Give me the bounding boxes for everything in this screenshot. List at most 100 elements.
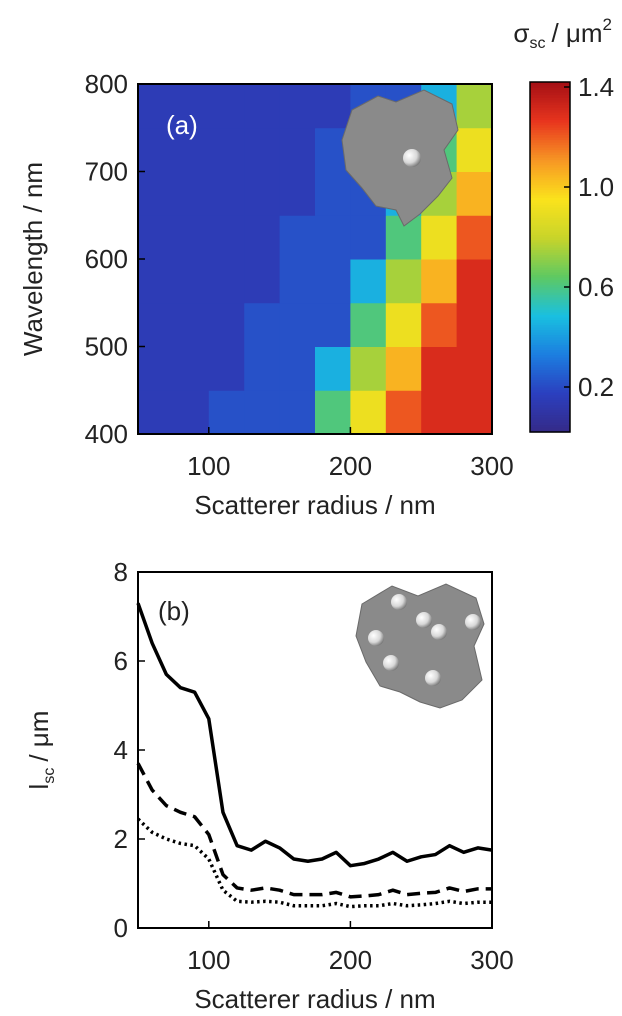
heat-cell [350, 215, 387, 260]
colorbar-strip [530, 104, 570, 108]
colorbar-strip [530, 152, 570, 156]
y-axis-label: Wavelength / nm [18, 162, 48, 356]
heat-cell [208, 259, 245, 304]
colorbar-strip [530, 319, 570, 323]
heat-cell [315, 302, 351, 347]
heat-cell [279, 390, 316, 435]
heat-cell [456, 302, 493, 347]
heat-cell [138, 84, 174, 129]
colorbar-strip [530, 129, 570, 133]
colorbar-strip [530, 187, 570, 191]
colorbar-tick-label: 0.2 [578, 372, 614, 402]
colorbar-strip [530, 162, 570, 166]
heat-cell [456, 390, 493, 435]
colorbar-strip [530, 279, 570, 283]
colorbar-label: σsc / μm2 [513, 15, 612, 52]
colorbar-strip [530, 359, 570, 363]
colorbar-strip [530, 347, 570, 351]
colorbar-strip [530, 204, 570, 208]
heat-cell [244, 171, 281, 216]
heat-cell [244, 215, 281, 260]
heat-cell [279, 127, 316, 172]
x-tick-label: 200 [329, 451, 372, 481]
colorbar-strip [530, 354, 570, 358]
heat-cell [138, 302, 174, 347]
heat-cell [173, 84, 210, 129]
colorbar-strip [530, 309, 570, 313]
colorbar-strip [530, 284, 570, 288]
y-tick-label: 500 [85, 332, 128, 362]
colorbar-strip [530, 99, 570, 103]
colorbar-strip [530, 299, 570, 303]
cb-superscript: 2 [603, 15, 612, 34]
inset-blob [355, 583, 485, 709]
inset-sphere [368, 630, 384, 646]
colorbar-strip [530, 422, 570, 426]
colorbar-strip [530, 159, 570, 163]
heat-cell [456, 215, 493, 260]
heat-cell [138, 171, 174, 216]
colorbar-strip [530, 414, 570, 418]
colorbar-strip [530, 307, 570, 311]
colorbar-strip [530, 287, 570, 291]
colorbar-strip [530, 384, 570, 388]
heat-cell [315, 84, 351, 129]
heat-cell [385, 259, 422, 304]
heat-cell [315, 215, 351, 260]
colorbar-strip [530, 82, 570, 86]
heat-cell [279, 302, 316, 347]
heat-cell [421, 390, 458, 435]
heat-cell [315, 346, 351, 391]
colorbar-strip [530, 157, 570, 161]
colorbar-strip [530, 357, 570, 361]
colorbar-strip [530, 292, 570, 296]
colorbar-strip [530, 114, 570, 118]
y-tick-label: 2 [114, 824, 128, 854]
inset-sphere [403, 149, 421, 167]
inset-sphere [431, 624, 447, 640]
heat-cell [244, 390, 281, 435]
colorbar-strip [530, 234, 570, 238]
heat-cell [385, 302, 422, 347]
colorbar-strip [530, 194, 570, 198]
heat-cell [173, 346, 210, 391]
heat-cell [208, 171, 245, 216]
colorbar-strip [530, 132, 570, 136]
colorbar-strip [530, 262, 570, 266]
inset [355, 583, 485, 709]
colorbar-strip [530, 272, 570, 276]
colorbar-tick-label: 1.4 [578, 72, 614, 102]
heat-cell [138, 346, 174, 391]
cb-symbol: σ [513, 18, 529, 48]
colorbar-strip [530, 169, 570, 173]
colorbar-strip [530, 324, 570, 328]
heat-cell [208, 84, 245, 129]
heat-cell [173, 259, 210, 304]
heat-cell [421, 302, 458, 347]
colorbar-strip [530, 342, 570, 346]
colorbar-strip [530, 174, 570, 178]
cb-unit: / μm [551, 18, 602, 48]
colorbar-strip [530, 154, 570, 158]
heat-cell [350, 259, 387, 304]
colorbar-strip [530, 289, 570, 293]
colorbar-strip [530, 362, 570, 366]
colorbar-strip [530, 229, 570, 233]
colorbar-strip [530, 94, 570, 98]
heat-cell [279, 84, 316, 129]
heat-cell [421, 215, 458, 260]
colorbar-strip [530, 419, 570, 423]
colorbar-strip [530, 149, 570, 153]
x-axis-label: Scatterer radius / nm [194, 490, 435, 520]
heat-cell [315, 259, 351, 304]
y-tick-label: 8 [114, 557, 128, 587]
heat-cell [350, 302, 387, 347]
panel-label: (a) [166, 110, 198, 140]
colorbar-strip [530, 259, 570, 263]
colorbar-strip [530, 252, 570, 256]
colorbar-strip [530, 197, 570, 201]
colorbar-strip [530, 392, 570, 396]
colorbar-strip [530, 274, 570, 278]
heat-cell [279, 171, 316, 216]
yl-symbol: l [24, 784, 54, 790]
